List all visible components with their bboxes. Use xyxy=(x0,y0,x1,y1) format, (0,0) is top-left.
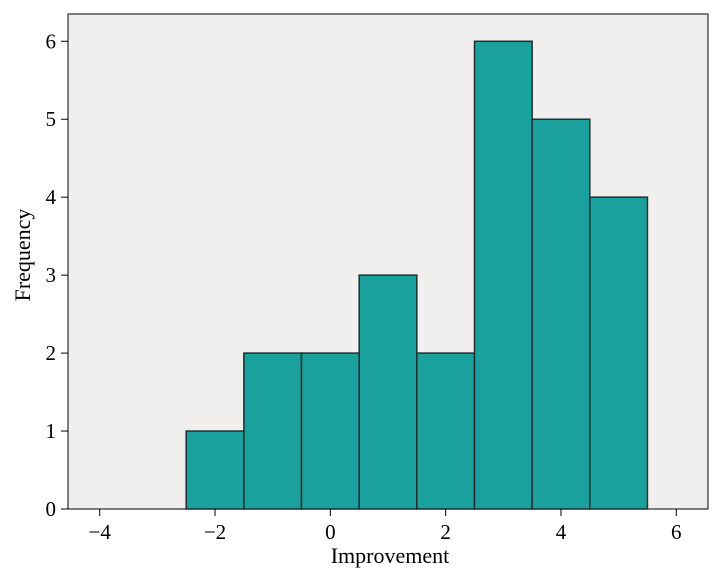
histogram-bar xyxy=(589,196,649,510)
y-tick-label: 2 xyxy=(46,341,57,365)
y-tick-label: 5 xyxy=(46,107,57,131)
histogram-bar xyxy=(185,430,245,510)
bars-group xyxy=(185,40,649,510)
x-tick-label: −4 xyxy=(89,520,112,544)
y-tick-label: 0 xyxy=(46,497,57,521)
y-tick-label: 3 xyxy=(46,263,57,287)
y-tick-label: 4 xyxy=(46,185,57,209)
histogram-bar xyxy=(473,40,533,510)
histogram-bar xyxy=(358,274,418,510)
y-tick-label: 6 xyxy=(46,29,57,53)
y-tick-label: 1 xyxy=(46,419,57,443)
y-axis-label: Frequency xyxy=(10,209,35,302)
x-tick-label: 0 xyxy=(325,520,336,544)
histogram-bar xyxy=(243,352,303,510)
histogram-bar xyxy=(416,352,476,510)
histogram-bar xyxy=(300,352,360,510)
x-tick-label: 2 xyxy=(440,520,451,544)
histogram-bar xyxy=(531,118,591,510)
x-axis-ticks: −4 −2 0 2 4 6 xyxy=(89,509,682,544)
y-axis-ticks: 0 1 2 3 4 5 6 xyxy=(46,29,68,521)
x-axis-label: Improvement xyxy=(331,543,450,568)
x-tick-label: 6 xyxy=(671,520,682,544)
x-tick-label: 4 xyxy=(556,520,567,544)
x-tick-label: −2 xyxy=(204,520,226,544)
